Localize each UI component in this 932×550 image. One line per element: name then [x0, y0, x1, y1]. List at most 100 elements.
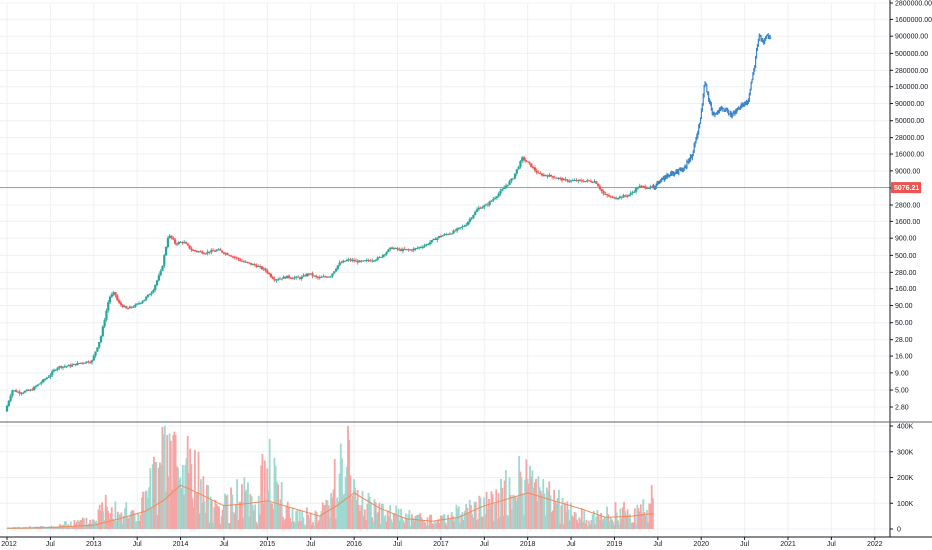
price-tick-label: 28.00 — [895, 337, 913, 344]
price-tick-label: 280000.00 — [895, 68, 928, 75]
candle-body — [219, 249, 222, 251]
volume-bar — [65, 521, 67, 529]
volume-bar — [359, 511, 361, 529]
candle-body — [607, 195, 611, 197]
time-tick-label: Jul — [827, 541, 836, 548]
candle-body — [396, 247, 399, 250]
candle-body — [635, 188, 638, 192]
candle-body — [447, 234, 450, 236]
candle-body — [89, 362, 92, 364]
candle-body — [43, 379, 47, 381]
candle-body — [645, 188, 649, 190]
candle-body — [211, 250, 215, 252]
candle-body — [168, 235, 171, 239]
volume-bar — [233, 513, 236, 529]
volume-bar — [549, 495, 552, 529]
volume-bar — [172, 434, 175, 529]
volume-bar — [289, 517, 292, 529]
volume-bar — [390, 519, 393, 529]
candle-body — [193, 250, 197, 252]
volume-bar — [424, 522, 427, 529]
volume-bar — [271, 503, 273, 529]
volume-bar — [494, 503, 496, 529]
candle-body — [409, 249, 412, 251]
volume-bar — [356, 490, 359, 529]
candle-body — [521, 157, 524, 161]
candle-body — [143, 299, 146, 302]
volume-bar — [31, 528, 34, 529]
volume-bar — [220, 516, 223, 529]
volume-bar — [251, 504, 254, 529]
volume-bar — [121, 523, 124, 529]
candle-body — [483, 205, 486, 208]
candle-body — [36, 384, 39, 387]
candle-body — [150, 292, 153, 295]
volume-bar — [404, 513, 407, 529]
volume-bar — [87, 523, 90, 529]
volume-bar — [353, 479, 355, 529]
candle-body — [14, 390, 18, 392]
volume-bar — [180, 488, 183, 529]
volume-bar — [442, 515, 445, 529]
volume-bar — [591, 514, 594, 529]
volume-bar — [151, 464, 154, 529]
volume-bar — [108, 518, 111, 529]
candle-body — [5, 405, 9, 412]
volume-bar — [612, 521, 615, 529]
volume-bar — [165, 492, 167, 529]
volume-bar — [419, 512, 422, 529]
volume-bar — [473, 502, 476, 529]
candle-body — [555, 177, 558, 179]
volume-bar — [568, 520, 571, 529]
candle-body — [481, 207, 484, 209]
volume-bar — [485, 491, 488, 529]
volume-bar — [127, 518, 130, 529]
candle-body — [615, 198, 618, 200]
volume-bar — [492, 520, 495, 529]
candle-body — [125, 306, 128, 309]
candle-body — [588, 180, 591, 182]
candle-body — [620, 196, 623, 198]
candle-body — [146, 294, 150, 297]
volume-bar — [119, 514, 122, 529]
volume-bar — [423, 520, 425, 529]
volume-bar — [303, 524, 306, 529]
price-tick-label: 16000.00 — [895, 152, 924, 159]
price-tick-label: 50000.00 — [895, 118, 924, 125]
volume-bar — [131, 510, 134, 529]
volume-bar — [174, 434, 177, 529]
candle-body — [343, 260, 347, 262]
volume-bar — [636, 504, 639, 529]
volume-bar — [517, 496, 519, 529]
time-axis[interactable]: 2012 Jul 2013 Jul 2014 Jul 2015 Jul 2016 Jul 2017 J… — [1, 537, 883, 548]
volume-bar — [309, 512, 312, 529]
volume-bar — [567, 509, 570, 529]
volume-bar — [619, 508, 622, 529]
price-tick-label: 2800000.00 — [895, 1, 932, 8]
volume-bar — [202, 476, 205, 529]
candle-body — [568, 181, 571, 183]
candle-body — [190, 248, 193, 251]
volume-bar — [547, 490, 549, 529]
volume-bar — [647, 522, 649, 529]
volume-bar — [426, 517, 429, 529]
candle-body — [513, 173, 517, 179]
volume-bar — [222, 504, 225, 529]
volume-bar — [112, 518, 114, 529]
volume-bar — [98, 504, 101, 529]
volume-bar — [285, 505, 288, 529]
candle-body — [499, 190, 502, 194]
candle-body — [430, 240, 433, 243]
price-axis[interactable]: 2800000.00 1600000.00 900000.00 500000.00 28… — [890, 1, 932, 412]
volume-bar — [226, 494, 229, 529]
volume-bar — [531, 470, 534, 529]
candle-body — [38, 383, 41, 385]
candle-body — [16, 391, 19, 393]
volume-bar — [162, 434, 165, 529]
candle-body — [226, 253, 229, 256]
volume-bar — [470, 504, 472, 529]
candle-body — [240, 260, 244, 262]
candle-body — [204, 253, 207, 255]
candle-body — [528, 161, 531, 164]
